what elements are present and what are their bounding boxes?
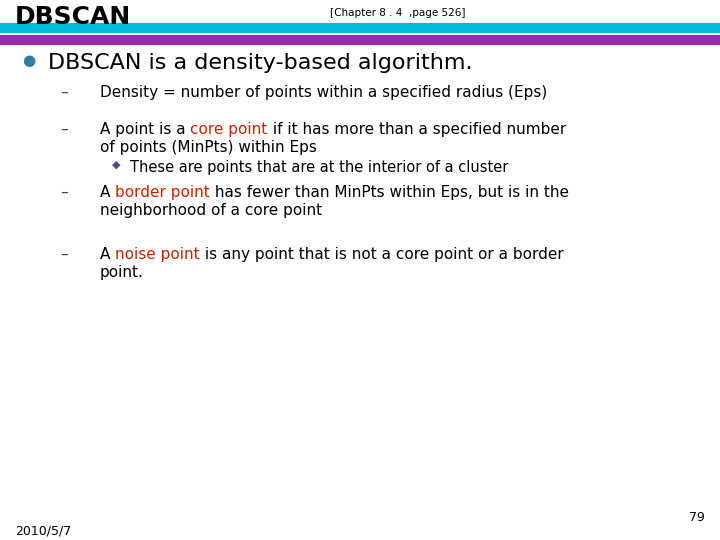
Text: 2010/5/7: 2010/5/7 [15, 524, 71, 537]
Text: 79: 79 [689, 511, 705, 524]
Text: neighborhood of a core point: neighborhood of a core point [100, 203, 322, 218]
Text: core point: core point [191, 122, 268, 137]
Text: DBSCAN is a density-based algorithm.: DBSCAN is a density-based algorithm. [48, 53, 472, 73]
Text: is any point that is not a core point or a border: is any point that is not a core point or… [200, 247, 564, 262]
Text: –: – [60, 85, 68, 100]
Text: –: – [60, 122, 68, 137]
Text: [Chapter 8 . 4  ,page 526]: [Chapter 8 . 4 ,page 526] [330, 8, 466, 18]
Text: has fewer than MinPts within Eps, but is in the: has fewer than MinPts within Eps, but is… [210, 185, 569, 200]
Bar [0, 35, 720, 45]
Text: Density = number of points within a specified radius (Eps): Density = number of points within a spec… [100, 85, 547, 100]
Bar [0, 23, 720, 33]
Text: –: – [60, 247, 68, 262]
Text: A: A [100, 247, 115, 262]
Text: DBSCAN: DBSCAN [15, 5, 131, 29]
Text: of points (MinPts) within Eps: of points (MinPts) within Eps [100, 140, 317, 155]
Text: These are points that are at the interior of a cluster: These are points that are at the interio… [130, 160, 508, 175]
Text: –: – [60, 185, 68, 200]
Text: ◆: ◆ [112, 160, 120, 170]
Text: point.: point. [100, 265, 144, 280]
Text: ●: ● [22, 53, 35, 68]
Text: A: A [100, 185, 115, 200]
Text: if it has more than a specified number: if it has more than a specified number [268, 122, 566, 137]
Text: noise point: noise point [115, 247, 200, 262]
Text: border point: border point [115, 185, 210, 200]
Text: A point is a: A point is a [100, 122, 191, 137]
